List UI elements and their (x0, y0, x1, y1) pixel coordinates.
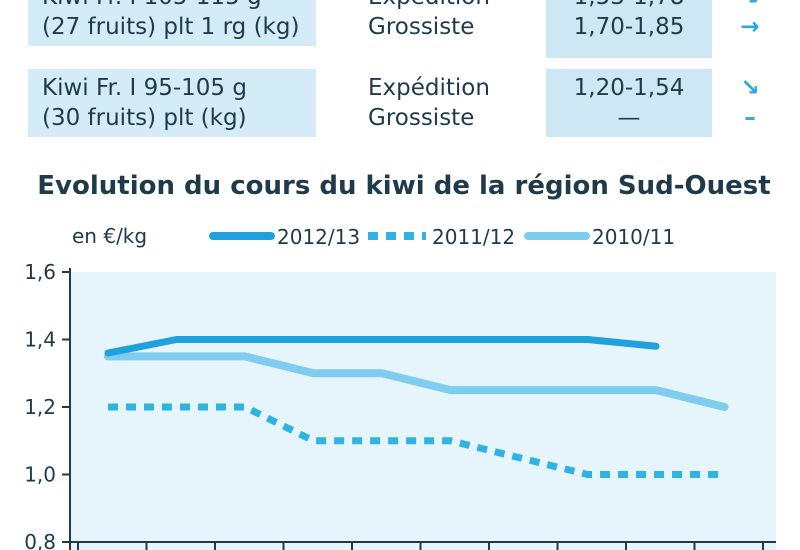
stage-cell: Expédition Grossiste (368, 0, 568, 46)
stage-label: Grossiste (368, 105, 475, 131)
row-divider (28, 58, 788, 69)
y-tick-label: 1,0 (24, 463, 56, 487)
table-row: Kiwi Fr. I 95-105 g (30 fruits) plt (kg)… (28, 69, 788, 137)
price-value: 1,53-1,78 (546, 0, 712, 12)
y-tick-label: 1,6 (24, 260, 56, 284)
stage-cell: Expédition Grossiste (368, 69, 568, 137)
y-tick-label: 1,2 (24, 395, 56, 419)
legend-label: 2011/12 (432, 225, 515, 249)
product-cell: Kiwi Fr. I 105-115 g (27 fruits) plt 1 r… (28, 0, 316, 46)
trend-cell: ↘ → (712, 0, 788, 46)
trend-down-arrow-icon: ↘ (740, 75, 760, 101)
legend-label: 2010/11 (592, 225, 675, 249)
trend-right-arrow-icon: → (740, 14, 760, 40)
legend-label: 2012/13 (277, 225, 360, 249)
stage-label: Expédition (368, 0, 568, 12)
price-value: 1,20-1,54 (573, 75, 685, 101)
price-table: Kiwi Fr. I 105-115 g (27 fruits) plt 1 r… (28, 0, 788, 140)
price-value: 1,70-1,85 (573, 14, 685, 40)
product-packaging: (30 fruits) plt (kg) (42, 105, 247, 131)
chart-panel: Evolution du cours du kiwi de la région … (8, 152, 800, 550)
stage-label: Grossiste (368, 14, 475, 40)
series-line (104, 352, 729, 411)
plot-area (70, 272, 776, 550)
product-packaging: (27 fruits) plt 1 rg (kg) (42, 14, 300, 40)
product-cell: Kiwi Fr. I 95-105 g (30 fruits) plt (kg) (28, 69, 316, 137)
line-chart: Evolution du cours du kiwi de la région … (8, 152, 800, 550)
unit-label: en €/kg (72, 224, 147, 248)
product-name: Kiwi Fr. I 105-115 g (42, 0, 316, 12)
series-line (108, 403, 725, 478)
trend-flat-dash-icon: – (744, 105, 756, 131)
y-tick-label: 1,4 (24, 328, 56, 352)
trend-cell: ↘ – (712, 69, 788, 137)
trend-down-arrow-icon: ↘ (712, 0, 788, 12)
stage-label: Expédition (368, 75, 490, 101)
table-row: Kiwi Fr. I 105-115 g (27 fruits) plt 1 r… (28, 0, 788, 46)
price-cell: 1,53-1,78 1,70-1,85 (546, 0, 712, 46)
y-tick-label: 0,8 (24, 530, 56, 550)
product-name: Kiwi Fr. I 95-105 g (42, 75, 247, 101)
chart-title: Evolution du cours du kiwi de la région … (37, 171, 770, 201)
price-cell: 1,20-1,54 — (546, 69, 712, 137)
price-value: — (617, 105, 641, 131)
